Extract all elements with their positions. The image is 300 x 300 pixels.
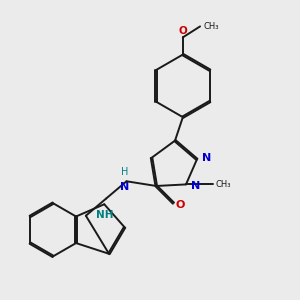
Text: H: H: [121, 167, 129, 177]
Text: CH₃: CH₃: [204, 22, 219, 31]
Text: CH₃: CH₃: [215, 180, 231, 189]
Text: N: N: [191, 181, 200, 191]
Text: O: O: [176, 200, 185, 210]
Text: N: N: [120, 182, 130, 192]
Text: N: N: [202, 153, 211, 163]
Text: NH: NH: [95, 210, 113, 220]
Text: O: O: [178, 26, 187, 36]
